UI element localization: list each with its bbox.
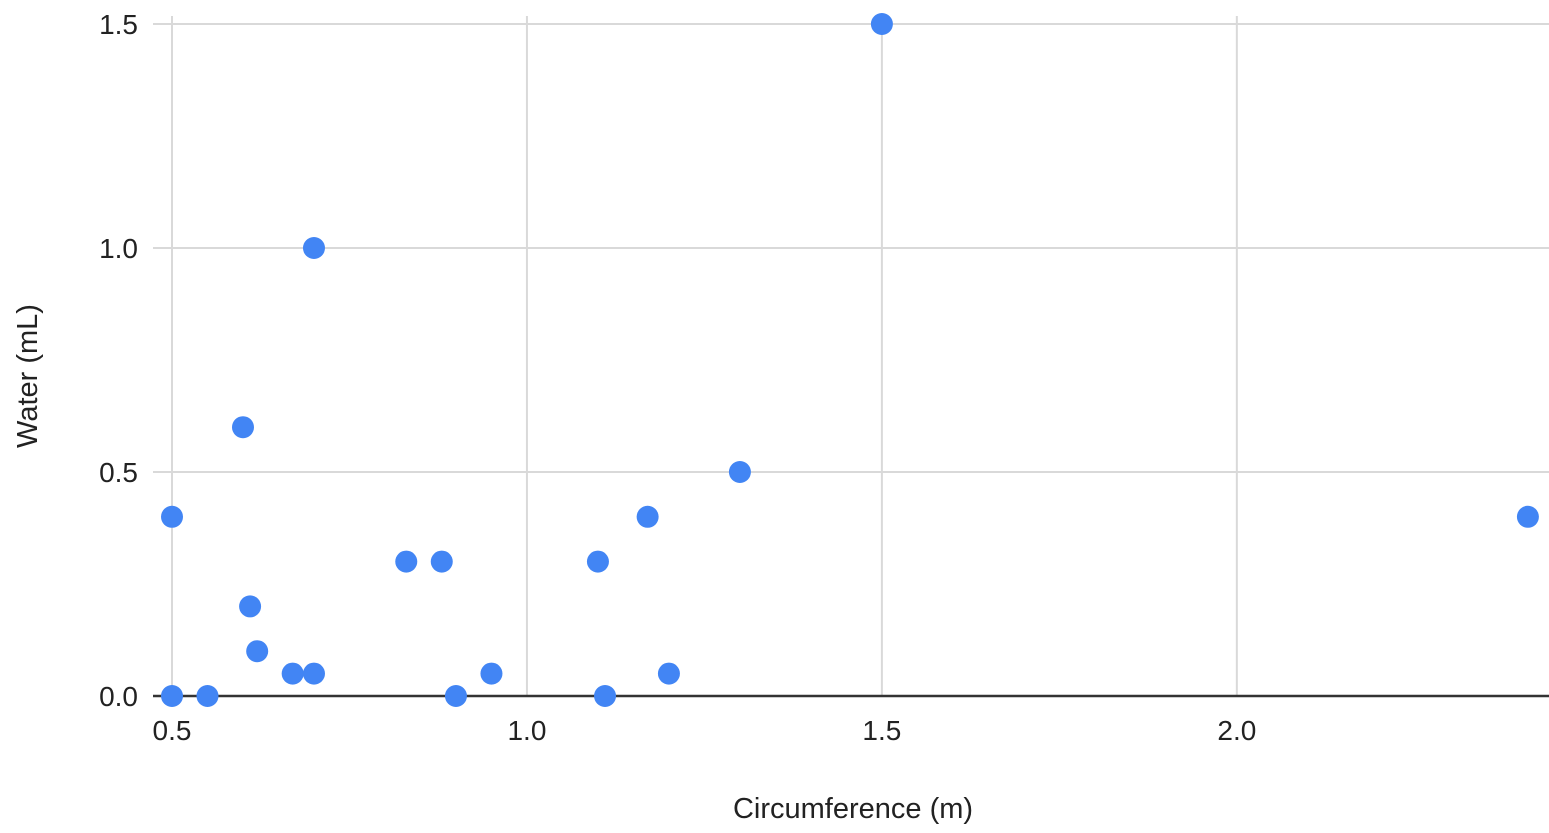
data-point	[161, 505, 183, 528]
data-point	[246, 640, 269, 663]
data-point	[657, 662, 680, 685]
data-point	[302, 662, 325, 685]
y-tick-label: 0.0	[99, 681, 138, 712]
x-axis-title: Circumference (m)	[733, 793, 973, 825]
data-point	[636, 505, 659, 528]
data-point	[302, 237, 325, 259]
x-tick-label: 1.0	[507, 715, 546, 746]
y-axis-title: Water (mL)	[12, 304, 44, 448]
x-tick-label: 2.0	[1217, 715, 1256, 746]
tick-labels: 0.0 0.5 1.0 1.5 0.5 1.0 1.5 2.0	[99, 9, 1256, 746]
data-point	[728, 461, 751, 483]
data-point	[594, 685, 617, 707]
grid-lines	[153, 16, 1549, 698]
x-tick-label: 0.5	[153, 715, 192, 746]
data-point	[430, 550, 453, 573]
data-point	[586, 550, 609, 573]
data-points	[161, 13, 1539, 707]
data-point	[231, 416, 254, 439]
data-point	[1516, 505, 1539, 528]
y-tick-label: 0.5	[99, 457, 138, 488]
data-point	[395, 550, 418, 573]
y-tick-label: 1.5	[99, 9, 138, 40]
data-point	[239, 595, 262, 618]
data-point	[161, 685, 183, 707]
x-tick-label: 1.5	[862, 715, 901, 746]
data-point	[480, 662, 503, 685]
data-point	[444, 685, 467, 707]
y-tick-label: 1.0	[99, 233, 138, 264]
data-point	[870, 13, 893, 35]
data-point	[281, 662, 304, 685]
data-point	[196, 685, 219, 707]
